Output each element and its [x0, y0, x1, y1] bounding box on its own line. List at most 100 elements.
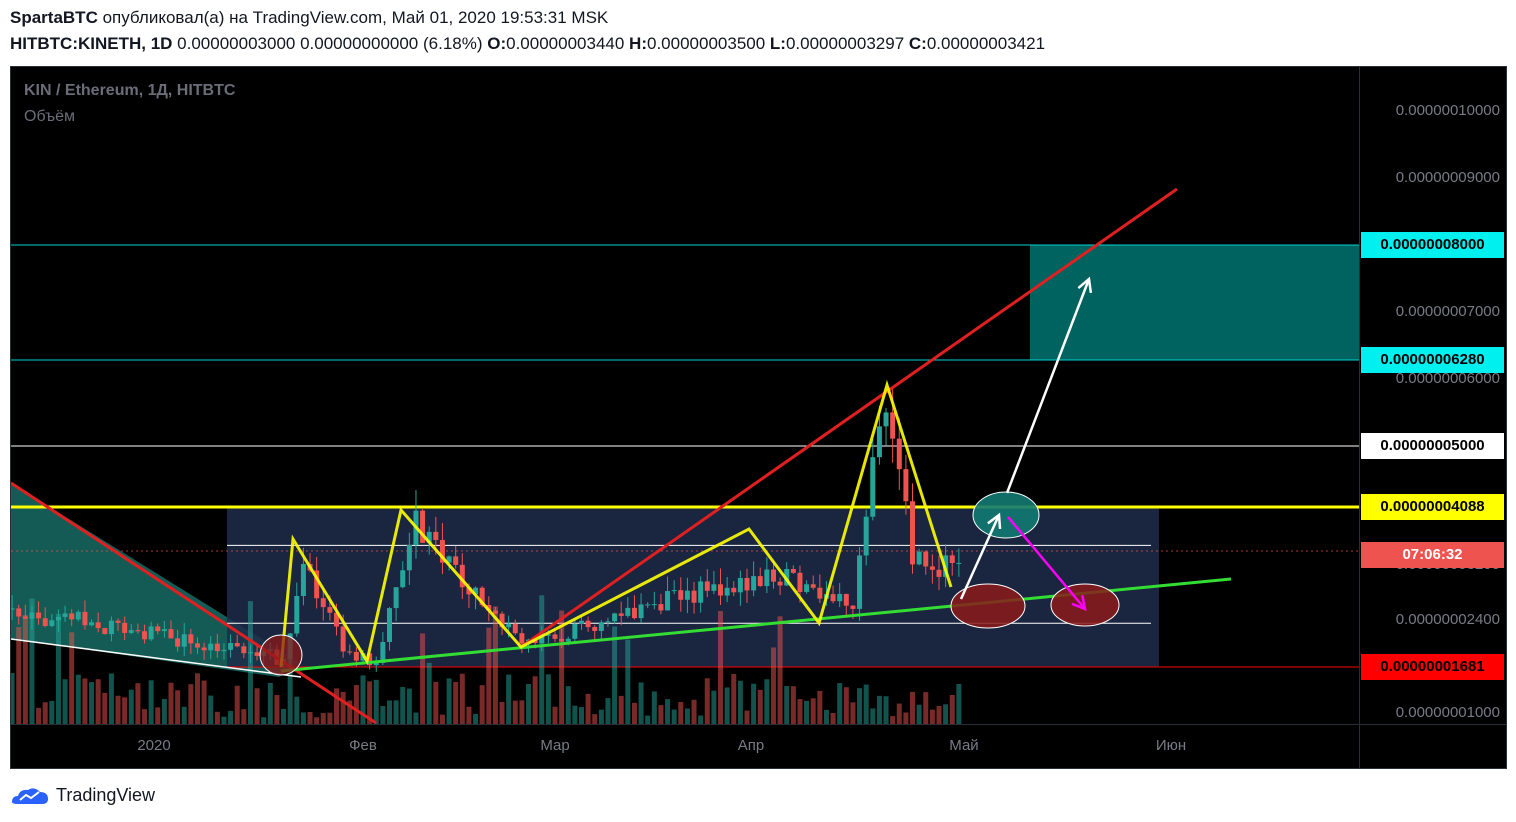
- volume-bar-113: [698, 715, 704, 724]
- volume-bar-67: [393, 700, 399, 724]
- candle-body-147: [923, 551, 929, 567]
- price-tick-2: 0.00000007000: [1395, 303, 1500, 320]
- volume-bar-109: [671, 709, 677, 724]
- price-label-4: 07:06:32: [1361, 542, 1504, 569]
- volume-bar-92: [559, 610, 565, 724]
- volume-bar-45: [247, 601, 253, 724]
- candle-body-40: [214, 643, 220, 652]
- candle-body-10: [16, 608, 22, 617]
- candle-body-43: [234, 643, 240, 647]
- volume-bar-149: [936, 705, 942, 724]
- ascending-trend-line: [520, 187, 1178, 649]
- candle-body-20: [82, 611, 88, 626]
- volume-bar-14: [42, 702, 48, 724]
- volume-bar-61: [353, 685, 359, 724]
- candle-body-116: [718, 584, 724, 596]
- candle-body-27: [128, 630, 134, 633]
- volume-bar-147: [923, 692, 929, 724]
- candle-body-151: [949, 555, 955, 563]
- published-text: опубликовал(а) на TradingView.com, Май 0…: [97, 8, 609, 27]
- candle-body-107: [658, 604, 664, 611]
- candle-body-53: [300, 563, 306, 596]
- volume-bar-103: [631, 702, 637, 724]
- volume-bar-17: [62, 679, 68, 724]
- price-label-5: 0.00000001681: [1361, 654, 1504, 680]
- candle-body-125: [777, 581, 783, 586]
- tradingview-footer[interactable]: TradingView: [10, 784, 155, 806]
- chart-legend-title: KIN / Ethereum, 1Д, HITBTC: [24, 82, 236, 99]
- open-value: 0.00000003440: [506, 34, 625, 53]
- volume-bar-129: [804, 700, 810, 724]
- volume-bar-60: [347, 700, 353, 724]
- publish-info: SpartaBTC опубликовал(а) на TradingView.…: [10, 8, 608, 28]
- volume-bar-16: [55, 613, 61, 724]
- candle-body-112: [691, 590, 697, 603]
- candle-body-21: [89, 622, 95, 626]
- volume-bar-58: [334, 688, 340, 724]
- candle-body-91: [552, 634, 558, 639]
- candle-body-93: [565, 638, 571, 642]
- time-tick-0: 2020: [137, 737, 171, 754]
- volume-bar-35: [181, 706, 187, 724]
- author-name[interactable]: SpartaBTC: [10, 8, 98, 27]
- candle-body-86: [519, 633, 525, 644]
- candle-body-113: [698, 581, 704, 603]
- candle-body-33: [168, 629, 174, 639]
- volume-bar-98: [598, 709, 604, 724]
- volume-bar-85: [512, 700, 518, 724]
- candle-body-37: [194, 643, 200, 648]
- candle-body-58: [334, 612, 340, 627]
- arrow-to-breakout-shaft: [959, 514, 1001, 600]
- candle-body-97: [592, 627, 598, 631]
- candle-body-114: [704, 581, 710, 591]
- volume-bar-73: [433, 681, 439, 724]
- volume-bar-132: [823, 709, 829, 724]
- volume-bar-66: [386, 700, 392, 724]
- candle-body-152: [956, 562, 962, 564]
- chart-area[interactable]: KIN / Ethereum, 1Д, HITBTC Объём 0.00000…: [10, 66, 1507, 769]
- price-tick-1: 0.00000009000: [1395, 169, 1500, 186]
- candle-body-25: [115, 620, 121, 623]
- volume-bar-53: [300, 712, 306, 724]
- price-plot[interactable]: [11, 67, 1507, 769]
- candle-body-63: [367, 653, 373, 666]
- volume-bar-31: [155, 707, 161, 724]
- ellipse-breakout: [972, 491, 1040, 539]
- candle-body-139: [870, 457, 876, 517]
- volume-bar-54: [307, 711, 313, 724]
- arrow-to-breakout-head: [987, 512, 1002, 530]
- candle-body-46: [254, 652, 260, 656]
- volume-bar-62: [360, 675, 366, 724]
- candle-body-85: [512, 623, 518, 634]
- volume-bar-124: [770, 647, 776, 724]
- volume-bar-12: [29, 598, 35, 724]
- candle-body-9: [11, 608, 15, 610]
- candle-body-115: [711, 584, 717, 591]
- open-label: O:: [487, 34, 507, 53]
- candle-body-24: [108, 620, 114, 635]
- volume-bar-99: [605, 698, 611, 724]
- volume-bar-63: [367, 681, 373, 724]
- volume-bar-89: [539, 595, 545, 724]
- candle-body-28: [135, 630, 141, 632]
- candle-body-103: [631, 607, 637, 619]
- volume-bar-49: [274, 695, 280, 724]
- arrow-to-retest-head: [1071, 595, 1087, 611]
- volume-bar-88: [532, 676, 538, 724]
- candle-body-109: [671, 590, 677, 592]
- volume-bar-56: [320, 712, 326, 724]
- volume-bar-55: [314, 717, 320, 724]
- candle-body-18: [69, 613, 75, 620]
- candle-body-71: [420, 510, 426, 543]
- volume-bar-25: [115, 695, 121, 724]
- candle-body-52: [294, 595, 300, 634]
- volume-bar-108: [665, 699, 671, 724]
- volume-bar-21: [89, 682, 95, 724]
- volume-bar-76: [453, 681, 459, 724]
- candle-body-106: [651, 604, 657, 606]
- candle-body-124: [770, 569, 776, 582]
- volume-bar-141: [883, 696, 889, 724]
- volume-bar-112: [691, 699, 697, 724]
- volume-bar-57: [327, 712, 333, 724]
- footer-brand: TradingView: [56, 784, 156, 805]
